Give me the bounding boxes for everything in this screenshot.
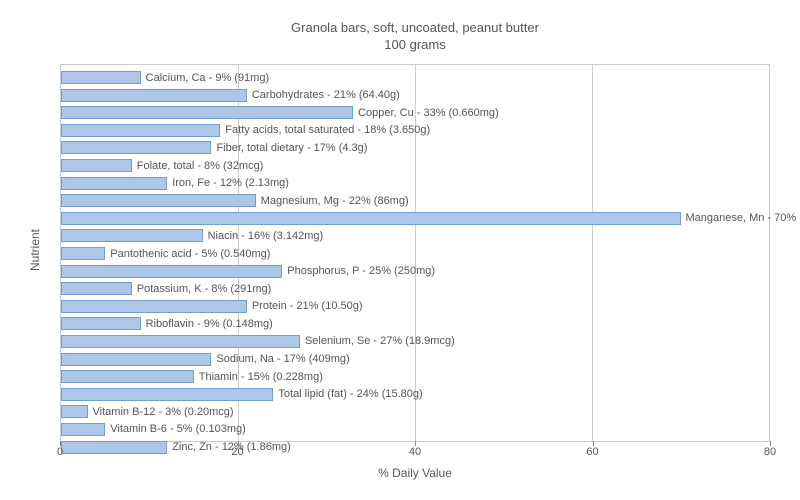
plot-area: Calcium, Ca - 9% (91mg) Carbohydrates - 2… [60, 64, 770, 442]
nutrient-bar: Protein - 21% (10.50g) [61, 300, 247, 313]
bar-row: Potassium, K - 8% (291mg) [61, 280, 769, 298]
nutrient-bar: Fiber, total dietary - 17% (4.3g) [61, 141, 211, 154]
x-tick-mark [415, 441, 416, 446]
nutrient-bar: Folate, total - 8% (32mcg) [61, 159, 132, 172]
bar-label: Magnesium, Mg - 22% (86mg) [261, 195, 409, 207]
bar-label: Thiamin - 15% (0.228mg) [199, 371, 323, 383]
bar-row: Phosphorus, P - 25% (250mg) [61, 262, 769, 280]
bar-label: Total lipid (fat) - 24% (15.80g) [278, 388, 422, 400]
bar-row: Niacin - 16% (3.142mg) [61, 227, 769, 245]
bar-row: Thiamin - 15% (0.228mg) [61, 368, 769, 386]
bar-label: Fatty acids, total saturated - 18% (3.65… [225, 124, 430, 136]
x-axis: % Daily Value 020406080 [60, 442, 770, 462]
bar-label: Vitamin B-6 - 5% (0.103mg) [110, 423, 246, 435]
bar-label: Niacin - 16% (3.142mg) [208, 230, 324, 242]
bar-label: Vitamin B-12 - 3% (0.20mcg) [93, 406, 234, 418]
bar-label: Selenium, Se - 27% (18.9mcg) [305, 335, 455, 347]
nutrient-bar: Manganese, Mn - 70% (1.400mg) [61, 212, 681, 225]
bar-row: Manganese, Mn - 70% (1.400mg) [61, 210, 769, 228]
x-tick-mark [60, 441, 61, 446]
bar-label: Riboflavin - 9% (0.148mg) [146, 318, 273, 330]
bar-row: Fatty acids, total saturated - 18% (3.65… [61, 122, 769, 140]
bar-row: Calcium, Ca - 9% (91mg) [61, 69, 769, 87]
bar-row: Vitamin B-12 - 3% (0.20mcg) [61, 403, 769, 421]
bar-row: Selenium, Se - 27% (18.9mcg) [61, 333, 769, 351]
bar-row: Vitamin B-6 - 5% (0.103mg) [61, 421, 769, 439]
nutrient-bar: Copper, Cu - 33% (0.660mg) [61, 106, 353, 119]
nutrient-bar: Selenium, Se - 27% (18.9mcg) [61, 335, 300, 348]
bar-row: Protein - 21% (10.50g) [61, 298, 769, 316]
bar-label: Sodium, Na - 17% (409mg) [216, 353, 349, 365]
x-tick-label: 40 [409, 446, 421, 458]
bar-label: Protein - 21% (10.50g) [252, 300, 363, 312]
bar-row: Iron, Fe - 12% (2.13mg) [61, 174, 769, 192]
x-tick-label: 80 [764, 446, 776, 458]
x-axis-label: % Daily Value [378, 466, 452, 480]
chart-title-line2: 100 grams [60, 37, 770, 54]
chart-title: Granola bars, soft, uncoated, peanut but… [60, 20, 770, 54]
bar-row: Total lipid (fat) - 24% (15.80g) [61, 385, 769, 403]
nutrient-bar: Total lipid (fat) - 24% (15.80g) [61, 388, 273, 401]
chart-title-line1: Granola bars, soft, uncoated, peanut but… [60, 20, 770, 37]
bar-label: Fiber, total dietary - 17% (4.3g) [216, 142, 367, 154]
bar-row: Folate, total - 8% (32mcg) [61, 157, 769, 175]
x-tick-label: 20 [231, 446, 243, 458]
nutrient-bar: Vitamin B-6 - 5% (0.103mg) [61, 423, 105, 436]
nutrient-bar: Pantothenic acid - 5% (0.540mg) [61, 247, 105, 260]
x-tick-label: 60 [586, 446, 598, 458]
bar-label: Potassium, K - 8% (291mg) [137, 283, 272, 295]
nutrient-bar: Iron, Fe - 12% (2.13mg) [61, 177, 167, 190]
x-tick-mark [770, 441, 771, 446]
nutrient-chart: Granola bars, soft, uncoated, peanut but… [0, 0, 800, 500]
nutrient-bar: Sodium, Na - 17% (409mg) [61, 353, 211, 366]
nutrient-bar: Calcium, Ca - 9% (91mg) [61, 71, 141, 84]
x-tick-mark [238, 441, 239, 446]
bar-row: Sodium, Na - 17% (409mg) [61, 350, 769, 368]
bar-label: Calcium, Ca - 9% (91mg) [146, 72, 269, 84]
nutrient-bar: Vitamin B-12 - 3% (0.20mcg) [61, 405, 88, 418]
bar-row: Carbohydrates - 21% (64.40g) [61, 86, 769, 104]
nutrient-bar: Fatty acids, total saturated - 18% (3.65… [61, 124, 220, 137]
bar-row: Copper, Cu - 33% (0.660mg) [61, 104, 769, 122]
x-tick-label: 0 [57, 446, 63, 458]
bar-label: Iron, Fe - 12% (2.13mg) [172, 177, 289, 189]
nutrient-bar: Carbohydrates - 21% (64.40g) [61, 89, 247, 102]
nutrient-bar: Riboflavin - 9% (0.148mg) [61, 317, 141, 330]
bar-row: Pantothenic acid - 5% (0.540mg) [61, 245, 769, 263]
nutrient-bar: Phosphorus, P - 25% (250mg) [61, 265, 282, 278]
bar-row: Magnesium, Mg - 22% (86mg) [61, 192, 769, 210]
bar-label: Carbohydrates - 21% (64.40g) [252, 89, 400, 101]
bar-label: Manganese, Mn - 70% (1.400mg) [686, 212, 800, 224]
bar-row: Fiber, total dietary - 17% (4.3g) [61, 139, 769, 157]
bars-container: Calcium, Ca - 9% (91mg) Carbohydrates - 2… [61, 65, 769, 441]
nutrient-bar: Magnesium, Mg - 22% (86mg) [61, 194, 256, 207]
bar-label: Pantothenic acid - 5% (0.540mg) [110, 248, 270, 260]
bar-label: Folate, total - 8% (32mcg) [137, 160, 264, 172]
nutrient-bar: Niacin - 16% (3.142mg) [61, 229, 203, 242]
bar-label: Phosphorus, P - 25% (250mg) [287, 265, 435, 277]
bar-row: Riboflavin - 9% (0.148mg) [61, 315, 769, 333]
bar-label: Copper, Cu - 33% (0.660mg) [358, 107, 499, 119]
y-axis-label: Nutrient [28, 229, 42, 271]
nutrient-bar: Thiamin - 15% (0.228mg) [61, 370, 194, 383]
x-tick-mark [593, 441, 594, 446]
nutrient-bar: Potassium, K - 8% (291mg) [61, 282, 132, 295]
